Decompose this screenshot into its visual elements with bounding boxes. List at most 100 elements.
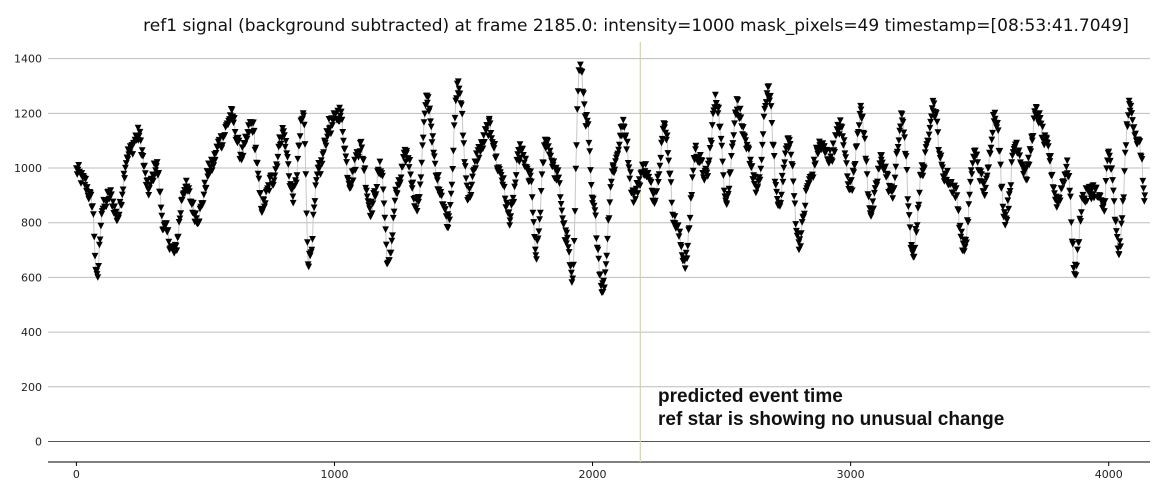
data-point <box>318 160 326 168</box>
data-point <box>564 244 572 251</box>
data-point <box>1089 191 1097 198</box>
data-point <box>265 182 272 189</box>
data-point <box>461 163 469 170</box>
data-point <box>635 176 643 183</box>
data-point <box>358 144 366 152</box>
data-point <box>1025 161 1033 169</box>
data-point <box>836 117 844 124</box>
data-point <box>89 203 96 210</box>
data-point <box>96 241 103 249</box>
data-point <box>1077 218 1084 225</box>
data-point <box>571 208 579 215</box>
data-point <box>257 190 264 197</box>
data-point <box>894 144 902 151</box>
data-point <box>435 172 442 179</box>
data-point <box>615 146 622 154</box>
data-point <box>730 132 738 139</box>
data-point <box>777 200 785 207</box>
data-point <box>697 152 704 159</box>
data-point <box>766 97 773 105</box>
data-point <box>340 137 347 145</box>
data-point <box>584 117 591 125</box>
data-point <box>658 139 665 147</box>
y-tick-label: 1400 <box>14 53 42 66</box>
data-point <box>574 88 582 95</box>
data-point <box>935 147 942 154</box>
data-point <box>96 236 104 244</box>
data-point <box>352 166 359 174</box>
data-point <box>421 110 429 118</box>
data-point <box>563 229 571 237</box>
data-point <box>122 164 129 172</box>
data-point <box>1110 187 1117 195</box>
data-point <box>511 183 518 191</box>
data-point <box>1118 215 1126 222</box>
data-point <box>351 156 358 164</box>
data-point <box>973 151 981 159</box>
data-point <box>533 256 540 263</box>
data-point <box>624 160 632 167</box>
data-point <box>708 122 716 129</box>
data-point <box>135 132 143 140</box>
data-point <box>678 252 686 259</box>
data-point <box>724 190 732 198</box>
data-point <box>182 177 190 185</box>
data-point <box>1130 124 1138 131</box>
data-point <box>178 196 186 204</box>
data-point <box>505 209 513 216</box>
data-point <box>1109 177 1116 184</box>
data-point <box>1108 165 1116 172</box>
data-point <box>906 224 914 231</box>
data-point <box>343 159 350 166</box>
data-point <box>1008 159 1016 166</box>
data-point <box>337 108 345 116</box>
data-point <box>899 119 907 126</box>
data-point <box>980 180 988 188</box>
data-point <box>684 242 692 250</box>
data-point <box>482 127 490 134</box>
data-point <box>700 177 708 184</box>
data-point <box>527 172 534 180</box>
data-point <box>390 208 398 216</box>
data-point <box>901 134 908 141</box>
data-point <box>556 180 563 187</box>
data-point <box>305 263 313 271</box>
data-point <box>565 249 573 256</box>
data-point <box>277 140 285 148</box>
data-point <box>871 189 878 197</box>
data-point <box>406 157 414 164</box>
y-tick-label: 400 <box>21 326 42 339</box>
data-point <box>1053 204 1061 211</box>
data-point <box>661 124 668 131</box>
data-point <box>994 120 1001 127</box>
data-point <box>661 121 669 128</box>
data-point <box>289 193 297 201</box>
data-point <box>994 127 1002 134</box>
data-point <box>902 153 910 160</box>
data-point <box>596 271 604 278</box>
data-point <box>466 186 473 193</box>
data-point <box>363 193 371 201</box>
data-point <box>840 142 847 149</box>
data-point <box>981 192 989 199</box>
data-point <box>155 170 163 177</box>
data-point <box>434 177 441 184</box>
data-point <box>1140 185 1147 192</box>
data-point <box>592 212 599 220</box>
data-point <box>895 137 903 144</box>
data-point <box>250 127 258 135</box>
data-point <box>861 135 869 143</box>
data-point <box>75 162 83 169</box>
data-point <box>320 149 327 156</box>
data-point <box>642 161 650 168</box>
data-point <box>934 129 942 136</box>
data-point <box>1079 191 1087 199</box>
data-point <box>991 115 999 123</box>
data-point <box>514 151 522 158</box>
data-point <box>82 175 90 183</box>
data-point <box>329 122 336 129</box>
data-point <box>829 140 837 148</box>
data-point <box>859 113 866 121</box>
data-point <box>480 132 487 139</box>
data-point <box>438 192 445 200</box>
